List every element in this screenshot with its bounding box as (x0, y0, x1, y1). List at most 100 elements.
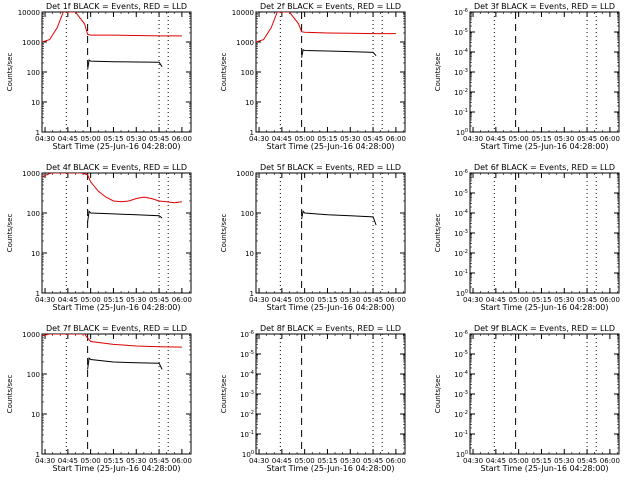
panel-title: Det 5f BLACK = Events, RED = LLD (260, 163, 401, 172)
x-tick-label: 05:15 (103, 457, 123, 465)
x-tick-label: 05:15 (531, 135, 551, 143)
x-tick-label: 06:00 (600, 296, 620, 304)
x-tick-label: 06:00 (386, 457, 406, 465)
x-axis-label: Start Time (25-Jun-16 04:28:00) (267, 142, 395, 151)
y-tick-label: 10-2 (454, 88, 468, 97)
series-group (301, 210, 377, 226)
x-axis-label: Start Time (25-Jun-16 04:28:00) (481, 303, 609, 312)
y-tick-label: 10-1 (454, 269, 468, 278)
y-tick-label: 10 (31, 99, 40, 107)
y-tick-label: 10-6 (454, 8, 468, 17)
y-tick-label: 10-5 (240, 350, 254, 359)
lld-series-line (256, 12, 396, 43)
panel-title: Det 6f BLACK = Events, RED = LLD (474, 163, 615, 172)
x-tick-label: 05:00 (295, 296, 315, 304)
series-group (42, 12, 182, 70)
y-axis-label: Counts/sec (220, 53, 228, 92)
y-tick-label: 1 (36, 451, 40, 459)
y-tick-label: 1000 (22, 39, 40, 47)
events-series-line (87, 357, 163, 370)
x-axis-label: Start Time (25-Jun-16 04:28:00) (481, 464, 609, 473)
x-tick-label: 04:45 (272, 135, 292, 143)
y-tick-label: 100 (27, 69, 40, 77)
y-tick-label: 10-5 (454, 28, 468, 37)
y-tick-label: 10-3 (240, 390, 254, 399)
y-tick-label: 10-3 (454, 229, 468, 238)
panel-det-7f: 1 10 100 1000 04:30 04:45 05:00 05:15 05:30 05:45… (6, 324, 192, 473)
x-tick-label: 05:00 (295, 135, 315, 143)
x-axis-label: Start Time (25-Jun-16 04:28:00) (481, 142, 609, 151)
x-axis-label: Start Time (25-Jun-16 04:28:00) (267, 303, 395, 312)
y-tick-label: 10-1 (454, 108, 468, 117)
y-tick-label: 100 (27, 371, 40, 379)
x-tick-label: 05:30 (554, 457, 574, 465)
panel-title: Det 3f BLACK = Events, RED = LLD (474, 2, 615, 11)
x-tick-label: 05:00 (509, 135, 529, 143)
panel-det-5f: 1 10 100 1000 04:30 04:45 05:00 05:15 05:30 05:45… (220, 163, 406, 312)
x-tick-label: 04:30 (35, 135, 55, 143)
y-axis-label: Counts/sec (6, 375, 14, 414)
x-tick-label: 05:45 (363, 457, 383, 465)
y-axis-label: Counts/sec (6, 53, 14, 92)
x-tick-label: 04:30 (249, 135, 269, 143)
x-tick-label: 05:30 (126, 135, 146, 143)
x-tick-label: 04:30 (249, 457, 269, 465)
x-tick-label: 04:45 (486, 296, 506, 304)
x-tick-label: 05:30 (340, 135, 360, 143)
y-axis-label: Counts/sec (434, 375, 442, 414)
plot-frame (255, 172, 406, 294)
x-tick-label: 06:00 (386, 296, 406, 304)
x-tick-label: 04:30 (249, 296, 269, 304)
x-tick-label: 05:30 (554, 296, 574, 304)
events-series-line (301, 49, 377, 58)
x-axis-label: Start Time (25-Jun-16 04:28:00) (53, 464, 181, 473)
x-tick-label: 05:45 (577, 135, 597, 143)
x-tick-label: 05:00 (81, 296, 101, 304)
x-tick-label: 06:00 (172, 135, 192, 143)
x-axis-label: Start Time (25-Jun-16 04:28:00) (53, 303, 181, 312)
panel-det-2f: 1 10 100 1000 10000 04:30 04:45 05:00 05:15 05:30… (220, 2, 406, 151)
lld-series-line (42, 12, 182, 43)
x-tick-label: 05:15 (531, 457, 551, 465)
y-tick-label: 10-4 (454, 209, 468, 218)
plot-frame (41, 172, 192, 294)
y-tick-label: 1 (250, 290, 254, 298)
x-tick-label: 05:00 (81, 457, 101, 465)
y-tick-label: 10-6 (454, 169, 468, 178)
y-tick-label: 10 (245, 99, 254, 107)
y-tick-label: 10-4 (454, 48, 468, 57)
x-axis-label: Start Time (25-Jun-16 04:28:00) (267, 464, 395, 473)
x-tick-label: 05:45 (149, 135, 169, 143)
y-axis-label: Counts/sec (220, 375, 228, 414)
series-group (42, 173, 182, 222)
x-tick-label: 05:00 (81, 135, 101, 143)
x-tick-label: 05:15 (103, 296, 123, 304)
x-tick-label: 05:45 (363, 296, 383, 304)
y-axis-label: Counts/sec (434, 214, 442, 253)
x-tick-label: 05:45 (577, 296, 597, 304)
x-tick-label: 06:00 (600, 457, 620, 465)
y-axis-label: Counts/sec (434, 53, 442, 92)
x-tick-label: 05:45 (577, 457, 597, 465)
x-tick-label: 05:15 (317, 296, 337, 304)
y-tick-label: 10-4 (454, 370, 468, 379)
x-tick-label: 04:30 (35, 457, 55, 465)
x-tick-label: 05:30 (340, 296, 360, 304)
x-tick-label: 04:45 (58, 457, 78, 465)
x-tick-label: 04:45 (272, 296, 292, 304)
x-tick-label: 04:30 (35, 296, 55, 304)
y-tick-label: 1000 (236, 170, 254, 178)
y-tick-label: 10 (245, 250, 254, 258)
y-tick-label: 1 (36, 129, 40, 137)
y-tick-label: 100 (456, 128, 468, 137)
lld-series-line (42, 173, 182, 204)
x-tick-label: 06:00 (172, 296, 192, 304)
y-tick-label: 10000 (232, 9, 254, 17)
x-tick-label: 05:00 (295, 457, 315, 465)
panel-title: Det 9f BLACK = Events, RED = LLD (474, 324, 615, 333)
y-tick-label: 10 (31, 250, 40, 258)
